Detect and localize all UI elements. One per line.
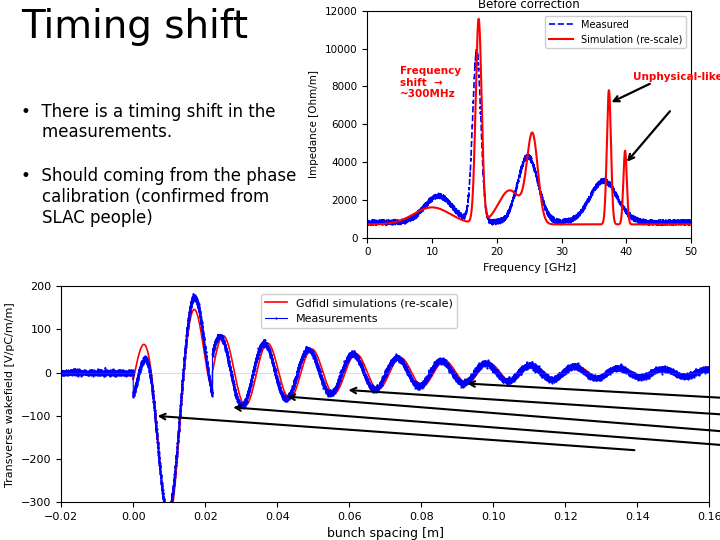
Measured	[363, 220, 372, 226]
Line: Gdfidl simulations (re-scale): Gdfidl simulations (re-scale)	[61, 309, 709, 521]
Text: Frequency
shift  →
~300MHz: Frequency shift → ~300MHz	[400, 66, 461, 99]
Simulation (re-scale)	[419, 206, 428, 212]
Text: •  Should coming from the phase
    calibration (confirmed from
    SLAC people): • Should coming from the phase calibrati…	[22, 167, 297, 227]
Gdfidl simulations (re-scale)	[705, 366, 714, 373]
Measured	[419, 204, 428, 211]
Measurements	[292, 373, 300, 380]
Measurements	[441, 362, 449, 368]
Measured	[687, 217, 696, 224]
Gdfidl simulations (re-scale)	[469, 376, 477, 383]
Text: •  There is a timing shift in the
    measurements.: • There is a timing shift in the measure…	[22, 103, 276, 141]
Measured	[680, 220, 689, 227]
Measurements	[469, 372, 477, 379]
Measured	[676, 222, 685, 228]
Measurements	[572, 364, 580, 371]
Y-axis label: Impedance [Ohm/m]: Impedance [Ohm/m]	[309, 70, 319, 178]
X-axis label: Frequency [GHz]: Frequency [GHz]	[482, 263, 576, 273]
Gdfidl simulations (re-scale)	[57, 369, 66, 376]
Simulation (re-scale)	[636, 221, 645, 227]
Gdfidl simulations (re-scale)	[190, 306, 199, 313]
Simulation (re-scale)	[501, 190, 510, 196]
Simulation (re-scale)	[687, 221, 696, 227]
Measurements	[189, 291, 198, 297]
Gdfidl simulations (re-scale)	[89, 369, 98, 376]
Measured	[501, 212, 510, 219]
Measured	[472, 46, 481, 53]
Measurements	[57, 368, 66, 374]
Measurements	[163, 512, 171, 519]
Simulation (re-scale)	[474, 16, 483, 22]
Simulation (re-scale)	[363, 221, 372, 227]
Gdfidl simulations (re-scale)	[441, 357, 449, 364]
Gdfidl simulations (re-scale)	[537, 367, 546, 373]
Measured	[646, 217, 654, 224]
Simulation (re-scale)	[646, 221, 654, 227]
Line: Simulation (re-scale): Simulation (re-scale)	[367, 19, 691, 224]
Line: Measurements: Measurements	[60, 293, 710, 516]
Legend: Gdfidl simulations (re-scale), Measurements: Gdfidl simulations (re-scale), Measureme…	[261, 294, 457, 328]
Measurements	[537, 369, 546, 376]
Line: Measured: Measured	[367, 50, 691, 225]
Simulation (re-scale)	[680, 221, 689, 227]
Simulation (re-scale)	[400, 216, 408, 222]
Y-axis label: Transverse wakefield [V/pC/m/m]: Transverse wakefield [V/pC/m/m]	[6, 302, 15, 487]
Measurements	[89, 370, 98, 376]
Gdfidl simulations (re-scale)	[292, 386, 300, 393]
Measured	[487, 217, 496, 224]
Legend: Measured, Simulation (re-scale): Measured, Simulation (re-scale)	[545, 16, 686, 48]
Text: Unphysical-like mode: Unphysical-like mode	[633, 72, 720, 82]
Gdfidl simulations (re-scale)	[572, 363, 580, 370]
Title: Before correction: Before correction	[478, 0, 580, 11]
Simulation (re-scale)	[487, 212, 496, 218]
Gdfidl simulations (re-scale)	[164, 517, 173, 524]
Text: Timing shift: Timing shift	[22, 8, 248, 46]
Measurements	[705, 367, 714, 373]
Measured	[400, 220, 408, 226]
X-axis label: bunch spacing [m]: bunch spacing [m]	[327, 528, 444, 540]
